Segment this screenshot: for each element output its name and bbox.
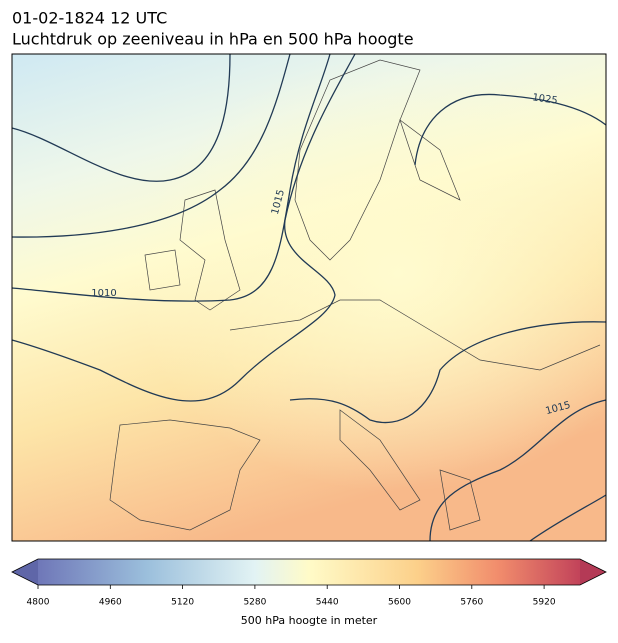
colorbar-ticks: 4800 4960 5120 5280 5440 5600 5760 5920 xyxy=(27,585,556,608)
colorbar-body xyxy=(38,559,580,585)
map-date: 01-02-1824 12 UTC xyxy=(12,9,167,28)
colorbar-tick-label: 5120 xyxy=(171,598,194,608)
colorbar-tick-label: 5280 xyxy=(243,598,266,608)
contour-label: 1010 xyxy=(91,288,116,299)
colorbar-tick-label: 4960 xyxy=(99,598,122,608)
colorbar-label: 500 hPa hoogte in meter xyxy=(241,614,378,627)
colorbar-tick-label: 4800 xyxy=(27,598,50,608)
contour-label: 1025 xyxy=(532,92,559,106)
colorbar-tick-label: 5760 xyxy=(460,598,483,608)
map-title: Luchtdruk op zeeniveau in hPa en 500 hPa… xyxy=(12,30,414,49)
contour-labels: 1025 1015 1010 1015 xyxy=(91,92,572,417)
isobars xyxy=(11,53,607,542)
colorbar-tick-label: 5440 xyxy=(316,598,339,608)
colorbar-tick-label: 5600 xyxy=(388,598,411,608)
map: 1025 1015 1010 1015 xyxy=(11,53,607,542)
colorbar-extend-low xyxy=(12,559,38,585)
colorbar-tick-label: 5920 xyxy=(533,598,556,608)
colorbar-extend-high xyxy=(580,559,606,585)
map-frame xyxy=(11,53,607,542)
colorbar: 4800 4960 5120 5280 5440 5600 5760 5920 500 hPa… xyxy=(11,558,607,627)
coastlines xyxy=(109,59,601,531)
colorbar-outline xyxy=(11,558,607,586)
